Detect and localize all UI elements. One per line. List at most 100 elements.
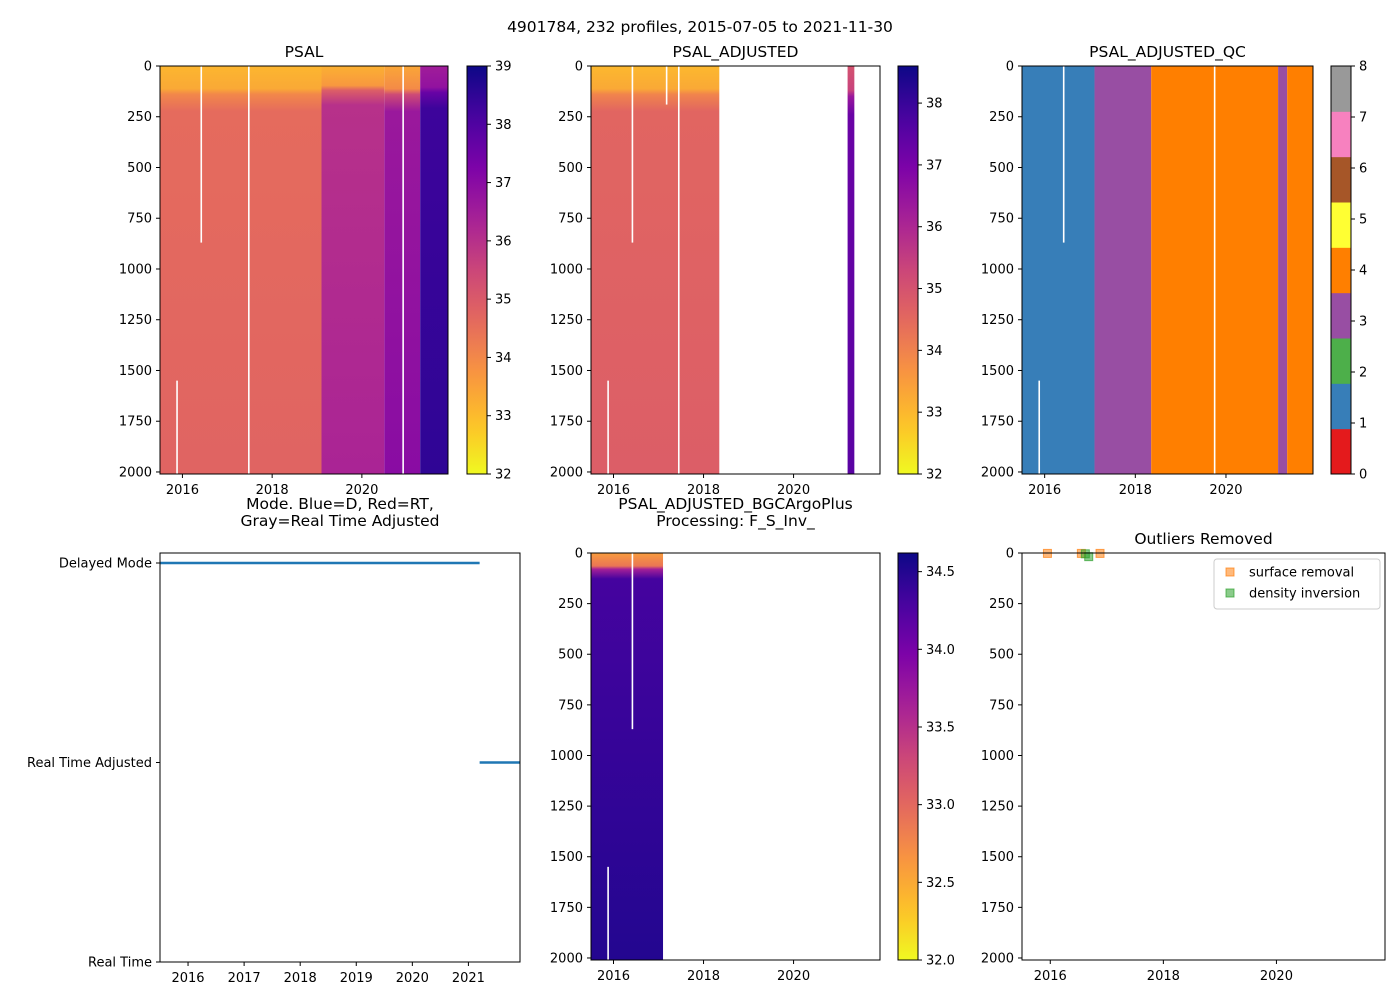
y-tick-label-mode-2: Delayed Mode [59, 557, 152, 572]
x-tick-label-psal_adjusted_qc-2020: 2020 [1209, 483, 1242, 498]
x-tick-label-mode-2018: 2018 [284, 971, 317, 986]
y-tick-label-psal_adjusted_qc-1000: 1000 [981, 262, 1014, 277]
data-gap-psal_adjusted-0 [631, 66, 634, 243]
colorbar-segment-psal_adjusted_qc-6 [1331, 156, 1351, 203]
x-tick-label-psal-2016: 2016 [166, 483, 199, 498]
legend-label-0: surface removal [1249, 566, 1354, 581]
y-tick-label-mode-0: Real Time [88, 956, 152, 971]
legend-label-1: density inversion [1249, 587, 1360, 602]
colorbar-segment-psal_adjusted_qc-1 [1331, 383, 1351, 430]
y-tick-label-psal_adjusted-250: 250 [558, 110, 583, 125]
y-tick-label-bgc_plus-1750: 1750 [550, 901, 583, 916]
y-tick-label-outliers-0: 0 [1006, 547, 1014, 562]
y-tick-label-psal_adjusted-1750: 1750 [550, 415, 583, 430]
y-tick-label-outliers-1750: 1750 [981, 901, 1014, 916]
y-tick-label-psal_adjusted_qc-750: 750 [989, 212, 1014, 227]
qc-band-psal_adjusted_qc-1 [1094, 66, 1152, 474]
axes-frame-bgc_plus [590, 552, 881, 961]
x-tick-label-psal_adjusted-2016: 2016 [597, 483, 630, 498]
y-tick-label-psal_adjusted-1000: 1000 [550, 262, 583, 277]
y-tick-label-psal_adjusted_qc-500: 500 [989, 161, 1014, 176]
colorbar-tick-label-bgc_plus-32.5: 32.5 [926, 876, 955, 891]
colorbar-frame-psal_adjusted [897, 65, 919, 475]
colorbar-tick-label-psal_adjusted_qc-5: 5 [1359, 213, 1367, 228]
heatmap-region-bgc_plus-0 [591, 553, 664, 960]
colorbar-segment-psal_adjusted_qc-4 [1331, 247, 1351, 294]
y-tick-label-psal-2000: 2000 [119, 465, 152, 480]
y-tick-label-psal-1250: 1250 [119, 313, 152, 328]
colorbar-tick-label-psal_adjusted_qc-3: 3 [1359, 315, 1367, 330]
colorbar-segment-psal_adjusted_qc-7 [1331, 111, 1351, 158]
y-tick-label-psal_adjusted-2000: 2000 [550, 465, 583, 480]
colorbar-tick-label-psal_adjusted-33: 33 [926, 406, 943, 421]
colorbar-tick-label-psal_adjusted_qc-1: 1 [1359, 417, 1367, 432]
colorbar-tick-label-psal-33: 33 [495, 409, 512, 424]
panel-title-bgc_plus-line1: PSAL_ADJUSTED_BGCArgoPlus [618, 495, 852, 514]
y-tick-label-psal_adjusted_qc-1750: 1750 [981, 415, 1014, 430]
colorbar-tick-label-psal_adjusted-35: 35 [926, 282, 943, 297]
colorbar-segment-psal_adjusted_qc-3 [1331, 292, 1351, 339]
axes-frame-mode [159, 552, 521, 963]
colorbar-tick-label-psal-34: 34 [495, 351, 512, 366]
data-gap-bgc_plus-1 [607, 866, 609, 960]
panel-title-mode-line2: Gray=Real Time Adjusted [240, 512, 439, 530]
axes-frame-psal_adjusted_qc [1021, 65, 1314, 475]
y-tick-label-psal_adjusted-750: 750 [558, 212, 583, 227]
heatmap-region-psal_adjusted-1 [847, 66, 855, 474]
colorbar-tick-label-bgc_plus-33: 33.0 [926, 798, 955, 813]
colorbar-segment-psal_adjusted_qc-5 [1331, 202, 1351, 248]
x-tick-label-mode-2020: 2020 [396, 971, 429, 986]
colorbar-tick-label-psal-38: 38 [495, 118, 512, 133]
y-tick-label-psal_adjusted-1250: 1250 [550, 313, 583, 328]
y-tick-label-psal_adjusted_qc-1500: 1500 [981, 364, 1014, 379]
y-tick-label-psal_adjusted-1500: 1500 [550, 364, 583, 379]
x-tick-label-mode-2016: 2016 [171, 971, 204, 986]
heatmap-region-psal_adjusted-0 [591, 66, 720, 474]
colorbar-segment-psal_adjusted_qc-8 [1331, 66, 1351, 112]
colorbar-tick-label-psal-39: 39 [495, 60, 512, 75]
data-gap-psal_adjusted_qc-1 [1213, 66, 1216, 474]
y-tick-label-bgc_plus-750: 750 [558, 698, 583, 713]
colorbar-tick-label-psal_adjusted_qc-7: 7 [1359, 111, 1367, 126]
colorbar-tick-label-psal-35: 35 [495, 293, 512, 308]
qc-band-psal_adjusted_qc-3 [1278, 66, 1288, 474]
y-tick-label-bgc_plus-500: 500 [558, 648, 583, 663]
y-tick-label-outliers-250: 250 [989, 597, 1014, 612]
y-tick-label-outliers-750: 750 [989, 698, 1014, 713]
data-gap-psal_adjusted-3 [607, 380, 609, 474]
axes-frame-psal_adjusted [590, 65, 881, 475]
heatmap-region-psal-0 [160, 66, 322, 474]
y-tick-label-psal-1000: 1000 [119, 262, 152, 277]
x-tick-label-mode-2017: 2017 [228, 971, 261, 986]
colorbar-tick-label-psal_adjusted_qc-6: 6 [1359, 162, 1367, 177]
y-tick-label-bgc_plus-1000: 1000 [550, 749, 583, 764]
data-gap-psal-2 [402, 66, 404, 474]
colorbar-bgc_plus [898, 553, 918, 960]
y-tick-label-psal-1500: 1500 [119, 364, 152, 379]
heatmap-region-psal-2 [384, 66, 421, 474]
colorbar-tick-label-psal_adjusted_qc-0: 0 [1359, 468, 1367, 483]
x-tick-label-bgc_plus-2020: 2020 [777, 969, 810, 984]
y-tick-label-bgc_plus-1500: 1500 [550, 850, 583, 865]
heatmap-region-psal-1 [321, 66, 385, 474]
data-gap-psal-0 [200, 66, 203, 243]
x-tick-label-bgc_plus-2018: 2018 [687, 969, 720, 984]
x-tick-label-psal-2018: 2018 [256, 483, 289, 498]
y-tick-label-outliers-1500: 1500 [981, 850, 1014, 865]
data-gap-psal_adjusted_qc-0 [1062, 66, 1065, 243]
colorbar-tick-label-psal_adjusted-32: 32 [926, 468, 943, 483]
y-tick-label-outliers-500: 500 [989, 648, 1014, 663]
colorbar-tick-label-bgc_plus-34.5: 34.5 [926, 565, 955, 580]
y-tick-label-psal-250: 250 [127, 110, 152, 125]
data-gap-psal-1 [248, 66, 250, 474]
y-tick-label-psal_adjusted-500: 500 [558, 161, 583, 176]
y-tick-label-bgc_plus-250: 250 [558, 597, 583, 612]
panel-title-outliers-line1: Outliers Removed [1134, 530, 1272, 548]
data-gap-psal_adjusted-2 [665, 66, 668, 105]
x-tick-label-psal_adjusted-2018: 2018 [687, 483, 720, 498]
axes-frame-outliers [1021, 552, 1386, 961]
panel-title-psal_adjusted_qc-line1: PSAL_ADJUSTED_QC [1089, 43, 1246, 62]
colorbar-tick-label-bgc_plus-32: 32.0 [926, 954, 955, 969]
colorbar-tick-label-psal_adjusted-36: 36 [926, 220, 943, 235]
qc-band-psal_adjusted_qc-0 [1022, 66, 1095, 474]
